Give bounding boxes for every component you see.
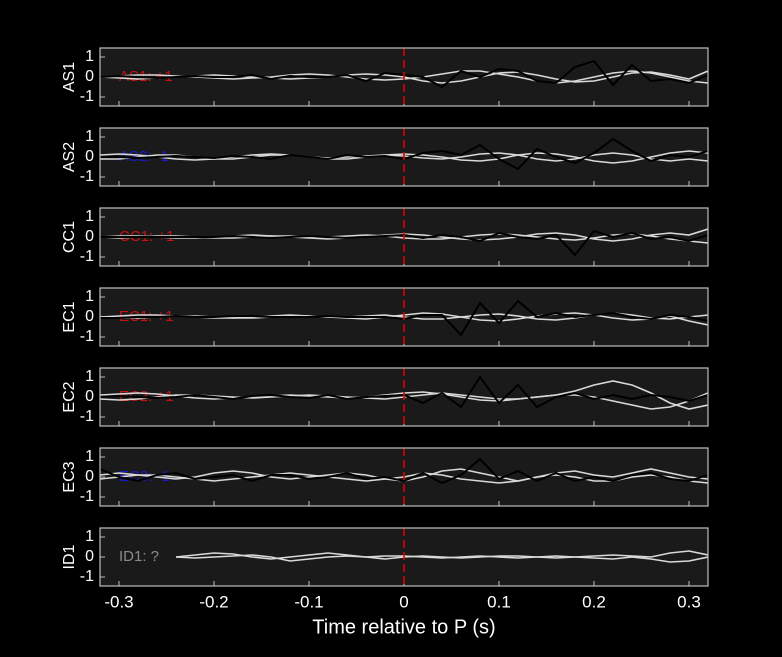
plot-border	[99, 367, 709, 427]
y-axis-label: EC2	[61, 381, 78, 412]
trace	[100, 457, 708, 485]
y-tick-label: 1	[85, 48, 94, 65]
y-axis-label: CC1	[61, 221, 78, 253]
y-tick-label: 1	[85, 288, 94, 305]
plot-border	[99, 447, 709, 507]
plot-border	[99, 47, 709, 107]
y-tick-label: -1	[80, 248, 94, 265]
panel: -1 0 1 -0.3 -0.2 -0.1 0 0.1 0.2 0.3 Time relative …	[61, 527, 709, 638]
plot-border	[99, 127, 709, 187]
y-axis-label: AS2	[61, 142, 78, 172]
y-axis-label: EC1	[61, 301, 78, 332]
trace	[175, 554, 708, 563]
y-tick-label: 1	[85, 128, 94, 145]
y-tick-label: 0	[85, 68, 94, 85]
y-tick-label: 1	[85, 368, 94, 385]
x-axis-label: Time relative to P (s)	[312, 616, 495, 638]
y-tick-label: 0	[85, 388, 94, 405]
y-tick-label: -1	[80, 488, 94, 505]
y-tick-label: 1	[85, 448, 94, 465]
x-tick-label: 0.3	[677, 592, 701, 611]
x-tick-label: 0	[399, 592, 408, 611]
panel-label: ID1: ?	[119, 548, 159, 565]
y-tick-label: 1	[85, 208, 94, 225]
x-tick-label: -0.3	[104, 592, 133, 611]
y-axis-label: ID1	[61, 544, 78, 569]
x-tick-label: 0.1	[487, 592, 511, 611]
y-tick-label: 0	[85, 148, 94, 165]
y-tick-label: -1	[80, 168, 94, 185]
y-tick-label: -1	[80, 328, 94, 345]
y-tick-label: 0	[85, 548, 94, 565]
y-tick-label: 0	[85, 308, 94, 325]
plot-border	[99, 527, 709, 587]
plot-border	[99, 207, 709, 267]
x-tick-label: -0.2	[199, 592, 228, 611]
y-axis-label: EC3	[61, 461, 78, 492]
trace	[175, 550, 708, 560]
y-tick-label: 0	[85, 228, 94, 245]
x-tick-label: -0.1	[294, 592, 323, 611]
y-tick-label: -1	[80, 408, 94, 425]
y-tick-label: -1	[80, 568, 94, 585]
y-axis-label: AS1	[61, 62, 78, 92]
y-tick-label: 1	[85, 528, 94, 545]
plot-border	[99, 287, 709, 347]
y-tick-label: -1	[80, 88, 94, 105]
y-tick-label: 0	[85, 468, 94, 485]
x-tick-label: 0.2	[582, 592, 606, 611]
